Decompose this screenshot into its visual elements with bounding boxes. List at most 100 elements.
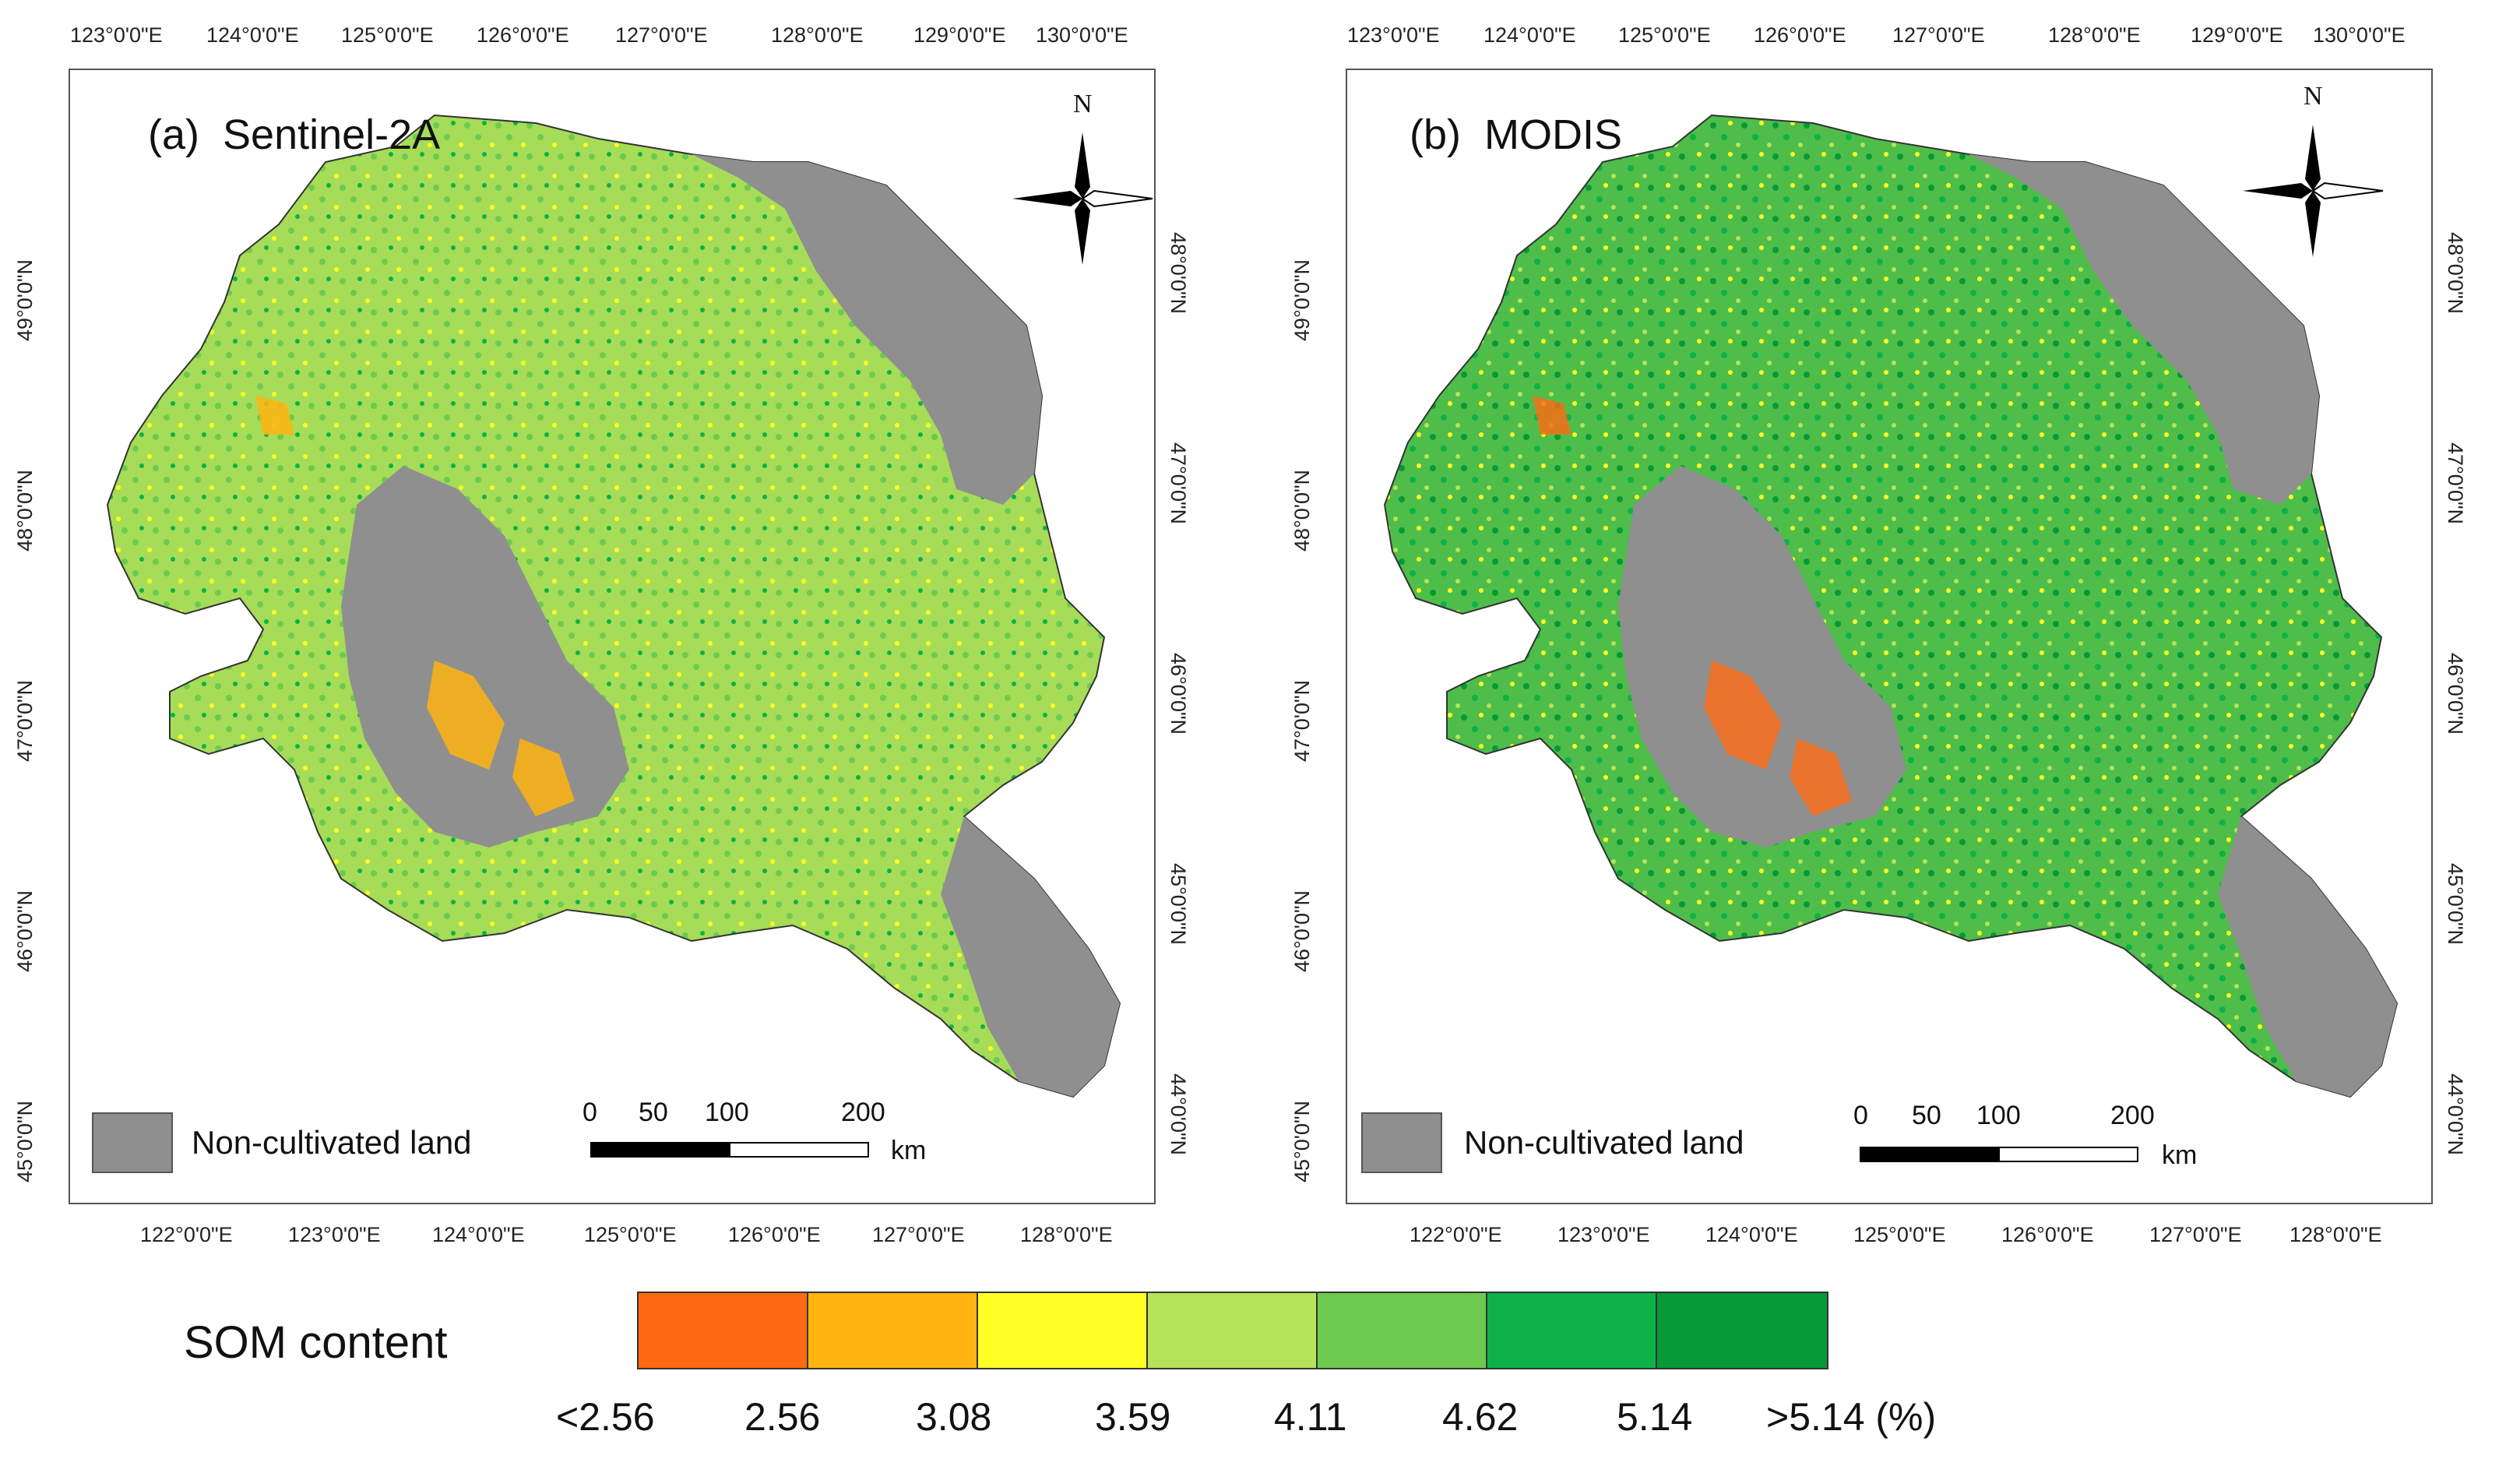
scale-label-100: 100 [1976,1101,2021,1130]
legend-swatch [637,1292,808,1369]
bottom-tick: 125°0'0"E [584,1223,677,1246]
top-tick: 126°0'0"E [1754,23,1846,47]
legend-swatch [1656,1292,1828,1369]
legend-label: <2.56 [556,1395,655,1439]
scale-bar-white [729,1142,869,1158]
left-tick: 49°0'0"N [1290,259,1315,342]
right-tick: 44°0'0"N [2444,1073,2468,1156]
legend-swatch [1486,1292,1657,1369]
scale-unit: km [891,1136,927,1165]
scale-label-0: 0 [1853,1101,1868,1130]
legend-swatch [1316,1292,1487,1369]
north-letter: N [2304,82,2323,111]
scale-unit: km [2162,1140,2198,1170]
north-letter: N [1073,90,1093,118]
bottom-tick: 128°0'0"E [2289,1223,2382,1246]
scale-label-0: 0 [582,1098,597,1127]
north-arrow-icon [2243,125,2384,257]
bottom-tick: 123°0'0"E [288,1223,381,1246]
bottom-tick: 124°0'0"E [432,1223,525,1246]
top-tick: 129°0'0"E [913,23,1006,47]
non-cultivated-north [692,154,1042,505]
scale-label-50: 50 [1912,1101,1941,1130]
left-tick: 48°0'0"N [1290,469,1315,552]
top-tick: 124°0'0"E [1483,23,1576,47]
left-tick: 46°0'0"N [1290,890,1315,973]
top-tick: 124°0'0"E [206,23,299,47]
map-frame [1346,69,2433,1204]
bottom-tick: 127°0'0"E [2149,1223,2242,1246]
legend-swatch [807,1292,978,1369]
bottom-tick: 123°0'0"E [1557,1223,1650,1246]
bottom-tick: 127°0'0"E [872,1223,965,1246]
scale-bar-white [1998,1147,2138,1162]
right-tick: 45°0'0"N [2444,862,2468,946]
right-tick: 48°0'0"N [1167,231,1191,315]
left-tick: 49°0'0"N [13,259,37,342]
scale-bar-black [1860,1147,2000,1162]
top-tick: 126°0'0"E [477,23,569,47]
non-cultivated-label: Non-cultivated land [1464,1124,1744,1161]
bottom-tick: 125°0'0"E [1853,1223,1946,1246]
legend-swatch [977,1292,1148,1369]
legend-swatch [1146,1292,1318,1369]
legend-label: 5.14 [1617,1395,1693,1439]
bottom-tick: 122°0'0"E [1410,1223,1502,1246]
non-cultivated-swatch [1361,1112,1442,1173]
scale-label-200: 200 [2110,1101,2155,1130]
non-cultivated-southeast [941,816,1120,1097]
top-tick: 123°0'0"E [1347,23,1440,47]
right-tick: 46°0'0"N [2444,652,2468,735]
legend-label: 2.56 [744,1395,821,1439]
map-panel-a: (a) Sentinel-2A N Non-cultivated land 0 … [0,0,1230,1246]
non-cultivated-center [1618,466,1906,848]
low-som-patches [255,396,575,816]
non-cultivated-swatch [92,1112,173,1173]
top-tick: 123°0'0"E [70,23,163,47]
legend-label: 3.59 [1095,1395,1171,1439]
top-tick: 125°0'0"E [341,23,434,47]
north-arrow-icon [1012,132,1153,265]
top-tick: 125°0'0"E [1618,23,1711,47]
left-tick: 48°0'0"N [13,469,37,552]
non-cultivated-label: Non-cultivated land [192,1124,472,1161]
som-map-b [1383,114,2399,1098]
legend-label: >5.14 (%) [1766,1395,1937,1439]
bottom-tick: 126°0'0"E [2001,1223,2094,1246]
top-tick: 128°0'0"E [771,23,864,47]
bottom-tick: 122°0'0"E [140,1223,233,1246]
left-tick: 46°0'0"N [13,890,37,973]
legend-label: 4.62 [1442,1395,1519,1439]
right-tick: 44°0'0"N [1167,1073,1191,1156]
left-tick: 45°0'0"N [13,1100,37,1183]
top-tick: 128°0'0"E [2048,23,2141,47]
scale-label-200: 200 [841,1098,885,1127]
right-tick: 48°0'0"N [2444,231,2468,315]
panel-label: (b) MODIS [1410,111,1623,158]
som-map-a [106,114,1121,1098]
bottom-tick: 126°0'0"E [728,1223,821,1246]
non-cultivated-center [341,466,629,848]
bottom-tick: 124°0'0"E [1705,1223,1798,1246]
top-tick: 129°0'0"E [2191,23,2283,47]
top-tick: 127°0'0"E [1892,23,1985,47]
scale-label-50: 50 [639,1098,668,1127]
legend-label: 4.11 [1274,1395,1347,1439]
legend-label: 3.08 [916,1395,992,1439]
top-tick: 130°0'0"E [1036,23,1128,47]
right-tick: 45°0'0"N [1167,862,1191,946]
left-tick: 47°0'0"N [1290,679,1315,763]
top-tick: 127°0'0"E [615,23,708,47]
panel-label: (a) Sentinel-2A [148,111,441,158]
low-som-patches [1533,396,1852,816]
scale-bar-black [590,1142,730,1158]
right-tick: 46°0'0"N [1167,652,1191,735]
legend-title: SOM content [184,1317,448,1368]
map-panel-b: (b) MODIS N Non-cultivated land 0 50 100… [1277,0,2508,1246]
bottom-tick: 128°0'0"E [1020,1223,1113,1246]
left-tick: 47°0'0"N [13,679,37,763]
left-tick: 45°0'0"N [1290,1100,1315,1183]
non-cultivated-southeast [2218,816,2397,1097]
right-tick: 47°0'0"N [2444,442,2468,525]
non-cultivated-north [1969,154,2319,505]
